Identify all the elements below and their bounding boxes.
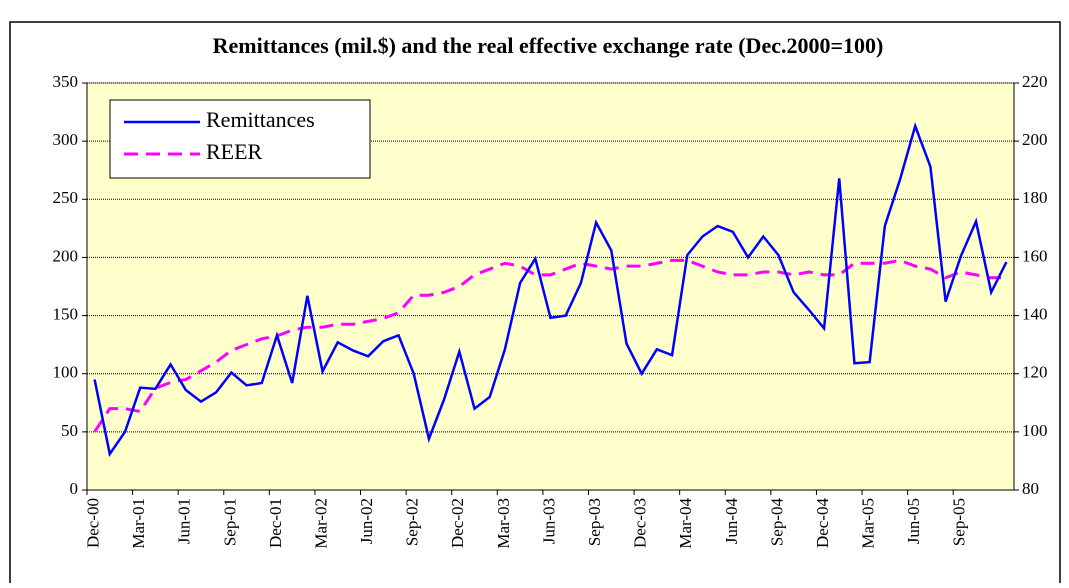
y2-tick-label: 80 bbox=[1022, 479, 1039, 498]
y2-tick-label: 140 bbox=[1022, 304, 1048, 323]
y-tick-label: 250 bbox=[53, 188, 79, 207]
y2-tick-label: 220 bbox=[1022, 72, 1048, 91]
chart-title: Remittances (mil.$) and the real effecti… bbox=[213, 33, 884, 58]
x-tick-label: Jun-02 bbox=[357, 498, 376, 544]
x-tick-label: Dec-01 bbox=[266, 498, 285, 548]
x-tick-label: Mar-01 bbox=[129, 498, 148, 549]
x-tick-label: Sep-05 bbox=[950, 498, 969, 546]
x-tick-label: Sep-03 bbox=[585, 498, 604, 546]
x-tick-label: Jun-03 bbox=[539, 498, 558, 544]
x-tick-label: Mar-04 bbox=[676, 498, 695, 549]
series-line bbox=[93, 258, 1007, 433]
y-tick-label: 0 bbox=[70, 479, 79, 498]
legend-box bbox=[109, 99, 371, 179]
x-tick-label: Mar-03 bbox=[494, 498, 513, 549]
y2-tick-label: 180 bbox=[1022, 188, 1048, 207]
legend-label: Remittances bbox=[206, 107, 315, 132]
x-tick-label: Jun-04 bbox=[722, 498, 741, 545]
x-tick-label: Mar-05 bbox=[859, 498, 878, 549]
x-tick-label: Dec-02 bbox=[448, 498, 467, 548]
series-line bbox=[93, 122, 1008, 458]
x-tick-label: Sep-04 bbox=[767, 498, 786, 547]
y-tick-label: 350 bbox=[53, 72, 79, 91]
x-tick-label: Jun-05 bbox=[904, 498, 923, 544]
y2-tick-label: 100 bbox=[1022, 421, 1048, 440]
y2-tick-label: 200 bbox=[1022, 130, 1048, 149]
x-tick-label: Dec-00 bbox=[84, 498, 103, 548]
y-tick-label: 150 bbox=[53, 304, 79, 323]
y2-tick-label: 160 bbox=[1022, 246, 1048, 265]
legend-label: REER bbox=[206, 139, 263, 164]
x-tick-label: Jun-01 bbox=[175, 498, 194, 544]
x-tick-label: Sep-02 bbox=[403, 498, 422, 546]
y-tick-label: 100 bbox=[53, 363, 79, 382]
y-tick-label: 200 bbox=[53, 246, 79, 265]
y2-tick-label: 120 bbox=[1022, 363, 1048, 382]
y-tick-label: 300 bbox=[53, 130, 79, 149]
x-tick-label: Dec-04 bbox=[813, 498, 832, 549]
x-tick-label: Dec-03 bbox=[631, 498, 650, 548]
x-tick-label: Mar-02 bbox=[311, 498, 330, 549]
y-tick-label: 50 bbox=[61, 421, 78, 440]
x-tick-label: Sep-01 bbox=[220, 498, 239, 546]
